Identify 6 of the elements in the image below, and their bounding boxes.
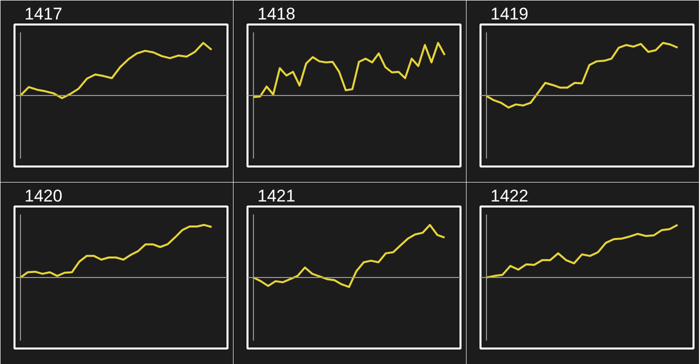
chart-title: 1421	[258, 186, 296, 206]
chart-title: 1422	[490, 186, 528, 206]
chart-title: 1417	[24, 4, 62, 24]
chart-title: 1419	[490, 4, 528, 24]
chart-title: 1420	[24, 186, 62, 206]
chart-title: 1418	[258, 4, 296, 24]
